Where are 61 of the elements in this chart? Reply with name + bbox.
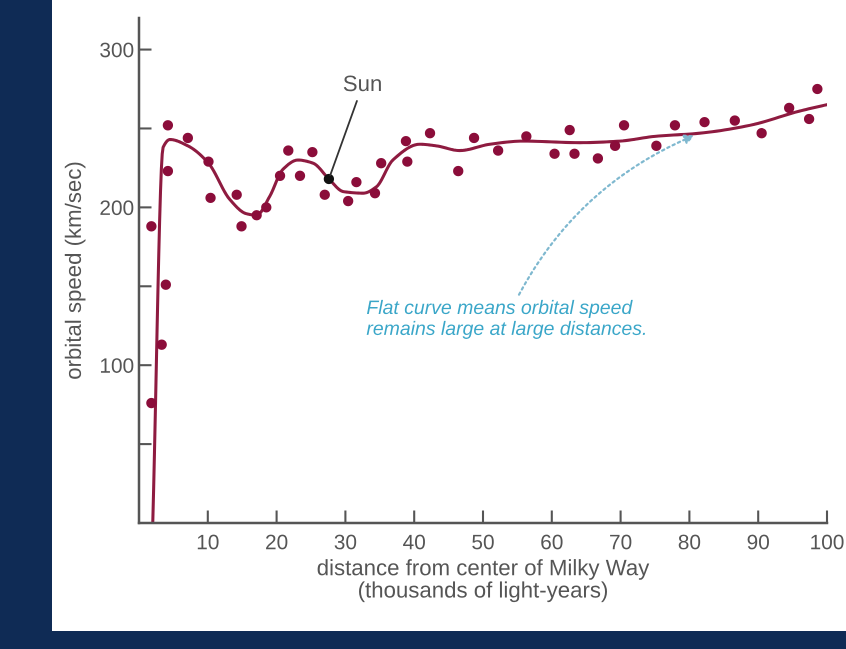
point	[610, 140, 620, 151]
point	[162, 120, 174, 130]
point	[205, 192, 216, 204]
point	[203, 156, 214, 167]
point	[343, 196, 354, 206]
point	[146, 398, 157, 408]
x-tick-label: 30	[334, 534, 356, 550]
point	[424, 128, 436, 138]
point	[402, 156, 412, 167]
x-tick-label: 10	[198, 534, 219, 550]
annotation: Sun	[344, 76, 381, 92]
point	[569, 148, 580, 159]
y-tick-label: 200	[100, 200, 134, 216]
y-axis-title: orbital speed (km/sec)	[64, 162, 86, 379]
point	[784, 102, 794, 114]
point	[283, 145, 294, 156]
point	[232, 190, 242, 200]
point	[804, 114, 814, 124]
x-tick-label: 40	[403, 534, 425, 550]
point	[351, 176, 362, 188]
point	[324, 174, 334, 184]
point	[274, 170, 286, 181]
point	[618, 120, 630, 130]
point	[564, 124, 575, 136]
point	[261, 202, 272, 213]
point	[492, 145, 504, 156]
x-axis-title: distance from center of Milky Way (thousands of light-years)	[318, 559, 650, 602]
point	[730, 115, 740, 126]
point	[468, 132, 480, 144]
point	[294, 170, 306, 181]
point	[592, 153, 604, 164]
x-tick-label: 60	[541, 534, 563, 550]
point	[162, 166, 174, 176]
point	[307, 146, 318, 158]
point	[756, 128, 767, 138]
point	[812, 84, 823, 94]
point	[453, 166, 464, 176]
y-tick-label: 100	[100, 358, 134, 373]
point	[521, 131, 532, 142]
x-tick-label: 50	[472, 534, 494, 550]
x-tick-label: 80	[678, 534, 700, 550]
point	[236, 221, 247, 232]
x-tick-label: 70	[610, 534, 632, 550]
x-tick-label: 90	[748, 534, 769, 550]
point	[670, 120, 680, 130]
y-tick-label: 300	[100, 42, 134, 58]
point	[370, 188, 380, 198]
point	[699, 117, 710, 128]
point	[146, 221, 157, 232]
point	[376, 158, 386, 168]
point	[156, 340, 167, 350]
point	[182, 132, 193, 144]
point	[400, 136, 412, 146]
annotation: Flat curve means orbital speed remains large at large distances.	[366, 300, 646, 339]
point	[651, 140, 662, 151]
x-tick-label: 100	[811, 534, 844, 550]
point	[549, 148, 560, 159]
point	[320, 190, 330, 200]
point	[160, 280, 171, 290]
x-tick-label: 20	[266, 534, 288, 550]
point	[252, 210, 262, 220]
